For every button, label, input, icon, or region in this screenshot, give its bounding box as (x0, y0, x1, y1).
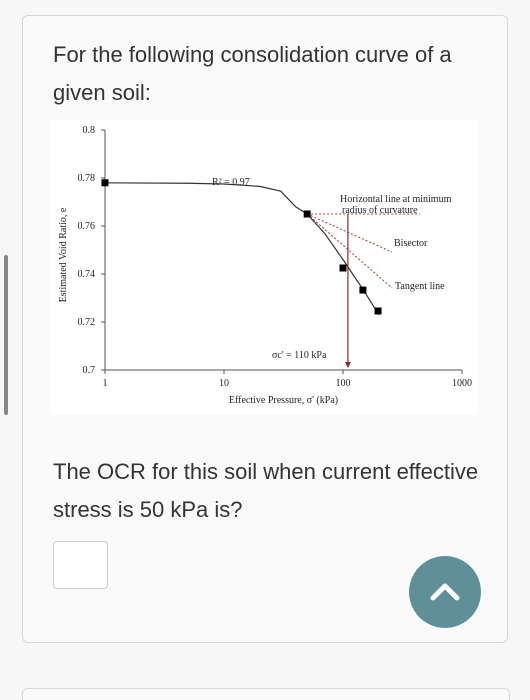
bisector-line (306, 213, 393, 253)
tangent-label: Tangent line (395, 281, 445, 292)
fit-curve (104, 182, 380, 316)
y-tick-label: 0.76 (78, 221, 96, 232)
r2-label: R² = 0.97 (212, 177, 250, 188)
x-tick-label: 1 (103, 378, 108, 389)
data-point (303, 210, 311, 218)
question-ask: The OCR for this soil when current effec… (53, 459, 479, 522)
y-tick-label: 0.8 (83, 125, 96, 136)
x-tick-label: 10 (219, 378, 229, 389)
data-point (101, 179, 109, 187)
y-tick-label: 0.74 (78, 269, 96, 280)
x-tick-label: 100 (336, 378, 351, 389)
data-point (359, 286, 367, 294)
y-tick-label: 0.72 (78, 317, 96, 328)
data-point (374, 307, 382, 315)
y-axis-label: Estimated Void Ratio, e (58, 207, 69, 302)
answer-input[interactable] (53, 541, 108, 589)
x-tick-label: 1000 (452, 378, 472, 389)
horizontal-label: Horizontal line at minimum (340, 194, 452, 205)
tangent-line (306, 213, 393, 289)
chevron-icon (430, 583, 460, 601)
preconsolidation-label: σc' = 110 kPa (272, 350, 327, 361)
scroll-top-button[interactable] (409, 556, 481, 628)
y-tick-label: 0.7 (83, 365, 96, 376)
data-point (339, 264, 347, 272)
scrollbar[interactable] (4, 255, 8, 415)
x-axis-label: Effective Pressure, σ' (kPa) (229, 395, 338, 406)
horizontal-label: radius of curvature (342, 205, 418, 216)
arrow-head (344, 362, 351, 368)
bisector-label: Bisector (394, 238, 428, 249)
next-card (22, 688, 510, 700)
y-tick-label: 0.78 (78, 173, 96, 184)
chart-background (50, 120, 478, 415)
question-prompt: For the following consolidation curve of… (53, 42, 452, 105)
